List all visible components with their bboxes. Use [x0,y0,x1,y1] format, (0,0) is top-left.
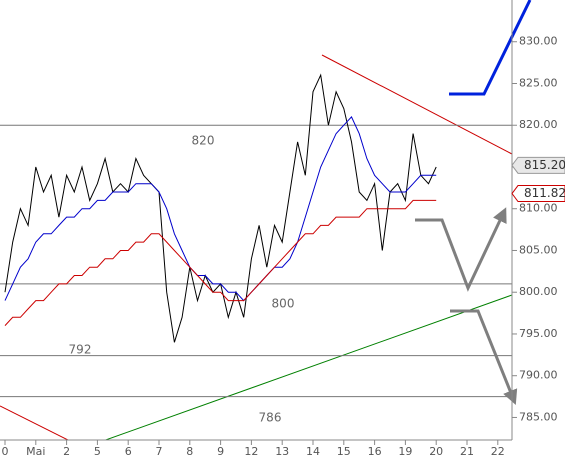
price-tag-label: 815.20 [524,158,565,172]
projection-arrow [450,309,518,405]
x-tick-label: 21 [460,445,474,458]
price-tag [511,185,565,203]
x-tick-label: 19 [398,445,412,458]
x-tick-label: 9 [217,445,224,458]
level-label: 792 [69,343,92,357]
x-tick-label: 2 [63,445,70,458]
projection [415,0,532,405]
x-tick-label: 13 [275,445,289,458]
x-tick-label: 7 [156,445,163,458]
y-tick-label: 830.00 [519,35,558,48]
price-tag-label: 811.82 [524,186,565,200]
x-tick-label: 12 [244,445,258,458]
level-label: 800 [272,297,295,311]
level-label: 786 [259,411,282,425]
y-tick-label: 785.00 [519,410,558,423]
x-tick-label: 20 [429,445,443,458]
x-tick-label: Mai [26,445,45,458]
y-tick-label: 810.00 [519,202,558,215]
projection-arrow [415,207,507,292]
x-tick-label: 15 [337,445,351,458]
trend-line [321,54,512,155]
x-tick-label: 16 [368,445,382,458]
projection-line [449,0,532,96]
y-tick-label: 795.00 [519,327,558,340]
trend-line [104,294,512,440]
x-tick-label: 0 [2,445,9,458]
x-tick-label: 6 [125,445,132,458]
level-label: 820 [192,134,215,148]
y-tick-label: 820.00 [519,118,558,131]
x-tick-label: 8 [186,445,193,458]
x-tick-label: 14 [306,445,320,458]
y-tick-label: 825.00 [519,76,558,89]
plot-area [0,54,512,440]
trend-line [0,405,70,440]
series-line [4,116,437,302]
y-tick-label: 805.00 [519,243,558,256]
y-tick-label: 790.00 [519,369,558,382]
y-tick-label: 800.00 [519,285,558,298]
price-tag [511,156,565,174]
series-line [4,199,437,326]
x-tick-label: 22 [491,445,505,458]
x-tick-label: 5 [94,445,101,458]
